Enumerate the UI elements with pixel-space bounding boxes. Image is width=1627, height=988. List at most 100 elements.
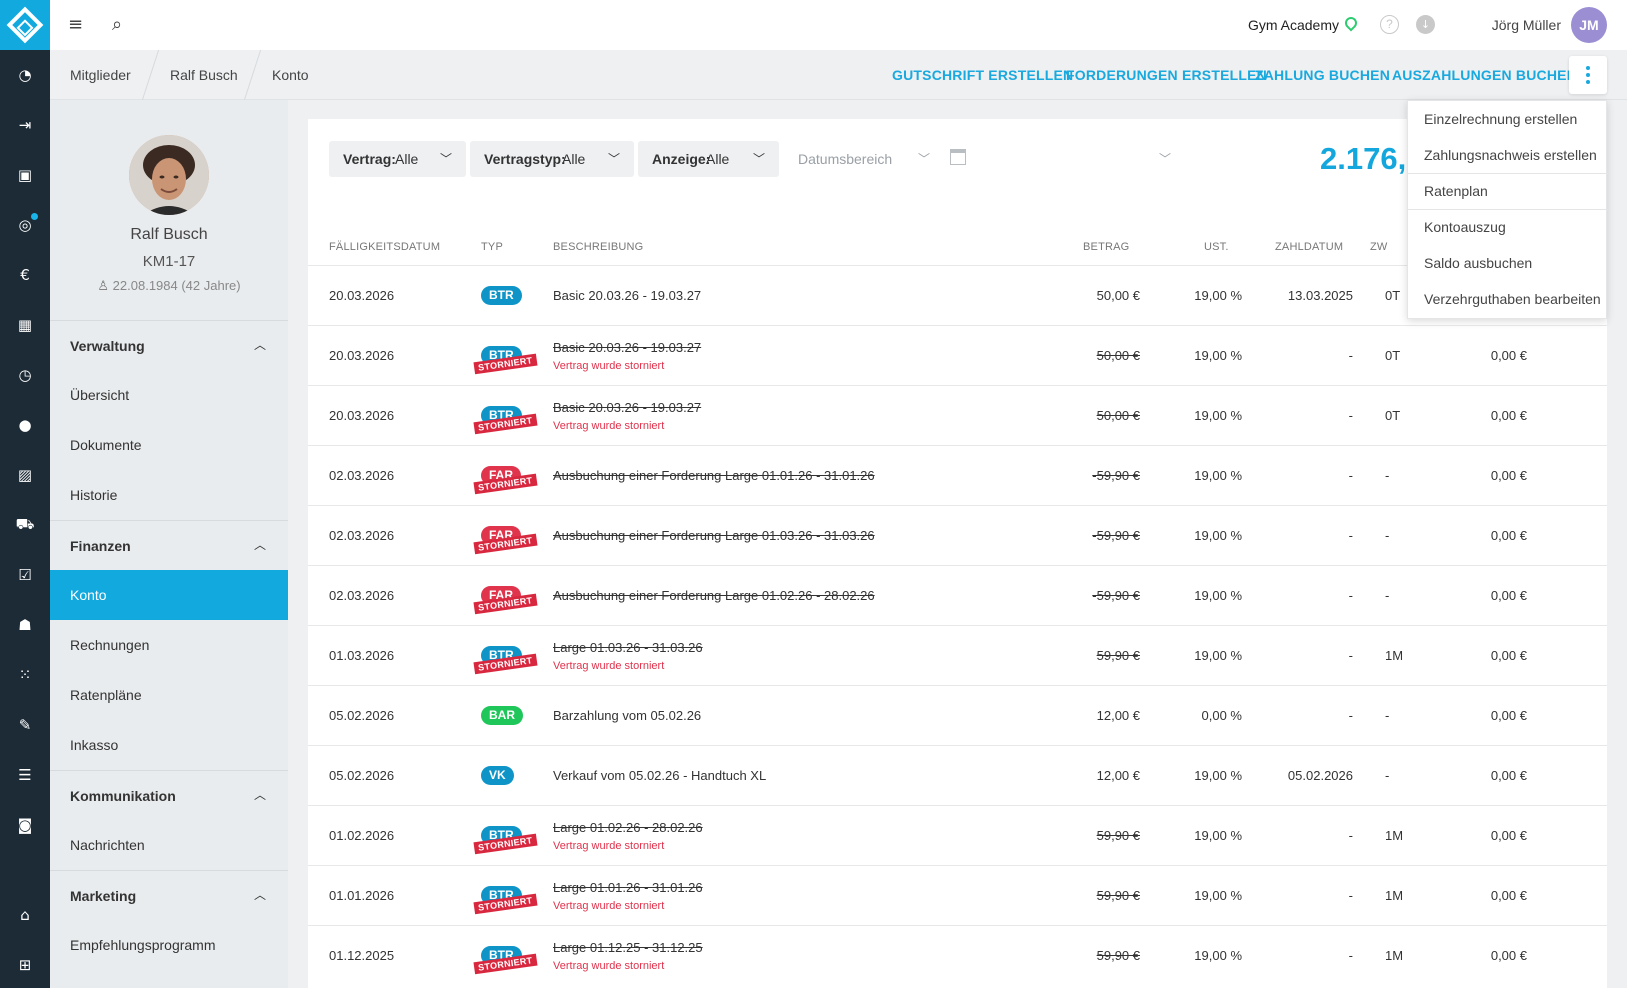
menu-divider (1408, 173, 1608, 174)
table-row[interactable]: 01.01.2026 BTR STORNIERT Large 01.01.26 - 3… (308, 865, 1607, 925)
keypad-icon[interactable]: ⁙ (18, 666, 32, 684)
settings-sliders-icon[interactable]: ☰ (18, 766, 32, 784)
cell-open-amount: 0,00 € (1490, 648, 1527, 663)
store-icon[interactable]: ⌂ (20, 906, 30, 924)
marketing-icon[interactable]: ◎ (15, 213, 38, 235)
date-range-input[interactable]: Datumsbereich (798, 151, 893, 167)
chevron-up-icon[interactable]: ︿ (253, 538, 266, 552)
app-logo[interactable] (0, 0, 50, 50)
member-birthdate-text: 22.08.1984 (42 Jahre) (112, 278, 241, 293)
cell-pay-date: 13.03.2025 (1287, 288, 1353, 303)
create-credit-button[interactable]: GUTSCHRIFT ERSTELLEN (892, 67, 1074, 83)
menu-item-ratenplan[interactable]: Ratenplan (1424, 183, 1488, 199)
chevron-up-icon[interactable]: ︿ (253, 788, 266, 802)
calendar-icon[interactable]: ▦ (17, 316, 33, 334)
notification-dot (31, 213, 38, 220)
menu-item-zahlungsnachweis[interactable]: Zahlungsnachweis erstellen (1424, 147, 1597, 163)
more-options-button[interactable] (1569, 56, 1607, 94)
section-marketing[interactable]: Marketing ︿ (50, 870, 288, 920)
sidebar-item-label: Historie (70, 487, 118, 503)
col-header-desc[interactable]: BESCHREIBUNG (553, 241, 644, 253)
breadcrumb-member[interactable]: Ralf Busch (170, 67, 238, 83)
col-header-paydate[interactable]: ZAHLDATUM (1275, 241, 1344, 253)
filter-anzeige[interactable]: Anzeige: Alle ﹀ (638, 141, 779, 177)
cell-vat: 19,00 % (1194, 768, 1242, 783)
cell-pay-date: - (1348, 948, 1353, 963)
tasks-icon[interactable]: ☑ (18, 566, 32, 584)
cell-amount: 59,90 € (1096, 828, 1140, 843)
table-row[interactable]: 02.03.2026 FAR STORNIERT Ausbuchung einer F… (308, 505, 1607, 565)
chat-icon[interactable]: ● (18, 416, 32, 434)
section-kommunikation[interactable]: Kommunikation ︿ (50, 770, 288, 820)
dashboard-icon[interactable]: ◔ (18, 66, 32, 84)
section-finanzen[interactable]: Finanzen ︿ (50, 520, 288, 570)
filter-label: Anzeige: (652, 151, 711, 167)
user-avatar[interactable]: JM (1571, 7, 1607, 43)
chevron-down-icon[interactable]: ﹀ (1159, 152, 1172, 166)
table-row[interactable]: 20.03.2026 BTR STORNIERT Basic 20.03.26 - 1… (308, 385, 1607, 445)
cell-description: Basic 20.03.26 - 19.03.27 (553, 288, 702, 303)
members-icon[interactable]: ▣ (17, 166, 33, 184)
menu-item-einzelrechnung[interactable]: Einzelrechnung erstellen (1424, 111, 1578, 127)
col-header-zw[interactable]: ZW (1370, 241, 1388, 253)
checkin-icon[interactable]: ⇥ (18, 116, 32, 134)
col-header-vat[interactable]: UST. (1204, 241, 1229, 253)
finance-icon[interactable]: € (20, 266, 30, 284)
table-row[interactable]: 02.03.2026 FAR STORNIERT Ausbuchung einer F… (308, 445, 1607, 505)
table-row[interactable]: 01.12.2025 BTR STORNIERT Large 01.12.25 - 3… (308, 925, 1607, 985)
sidebar-item-nachrichten[interactable]: Nachrichten (50, 820, 288, 870)
support-icon[interactable]: ◙ (17, 816, 33, 834)
chevron-down-icon[interactable]: ﹀ (918, 152, 931, 166)
table-row[interactable]: 02.03.2026 FAR STORNIERT Ausbuchung einer F… (308, 565, 1607, 625)
download-icon[interactable]: ↓ (1416, 15, 1435, 34)
cell-pay-date: - (1348, 648, 1353, 663)
cart-icon[interactable]: ⛟ (15, 515, 35, 533)
image-icon[interactable]: ▨ (17, 466, 33, 484)
table-row[interactable]: 20.03.2026 BTR STORNIERT Basic 20.03.26 - 1… (308, 325, 1607, 385)
sidebar-item-konto[interactable]: Konto (50, 570, 288, 620)
cell-open-amount: 0,00 € (1490, 528, 1527, 543)
sidebar-item-ratenplaene[interactable]: Ratenpläne (50, 670, 288, 720)
hamburger-menu-icon[interactable]: ≡ (68, 14, 84, 35)
search-icon[interactable]: ⌕ (112, 14, 123, 35)
table-row[interactable]: 20.03.2026 BTR Basic 20.03.26 - 19.03.27 50… (308, 265, 1607, 325)
table-row[interactable]: 05.02.2026 BAR Barzahlung vom 05.02.26 12,0… (308, 685, 1607, 745)
col-header-date[interactable]: FÄLLIGKEITSDATUM (329, 241, 441, 253)
col-header-amount[interactable]: BETRAG (1083, 241, 1130, 253)
sidebar-item-inkasso[interactable]: Inkasso (50, 720, 288, 770)
timer-icon[interactable]: ◷ (18, 366, 32, 384)
section-verwaltung[interactable]: Verwaltung ︿ (50, 320, 288, 370)
apps-grid-icon[interactable]: ⊞ (18, 956, 32, 974)
chevron-up-icon[interactable]: ︿ (253, 888, 266, 902)
tools-icon[interactable]: ✎ (18, 716, 32, 734)
sidebar-item-rechnungen[interactable]: Rechnungen (50, 620, 288, 670)
sidebar-item-dokumente[interactable]: Dokumente (50, 420, 288, 470)
menu-item-kontoauszug[interactable]: Kontoauszug (1424, 219, 1506, 235)
cell-pay-date: - (1348, 588, 1353, 603)
col-header-type[interactable]: TYP (481, 241, 503, 253)
book-payouts-button[interactable]: AUSZAHLUNGEN BUCHEN (1392, 67, 1578, 83)
sidebar-item-historie[interactable]: Historie (50, 470, 288, 520)
cell-amount: -59,90 € (1092, 468, 1140, 483)
chevron-up-icon[interactable]: ︿ (253, 338, 266, 352)
menu-item-verzehrguthaben[interactable]: Verzehrguthaben bearbeiten (1424, 291, 1601, 307)
help-icon[interactable]: ? (1380, 15, 1399, 34)
create-claims-button[interactable]: FORDERUNGEN ERSTELLEN (1066, 67, 1267, 83)
filter-vertrag[interactable]: Vertrag: Alle ﹀ (329, 141, 466, 177)
filter-vertragstyp[interactable]: Vertragstyp: Alle ﹀ (470, 141, 634, 177)
studio-name[interactable]: Gym Academy (1247, 17, 1339, 33)
table-row[interactable]: 01.02.2026 BTR STORNIERT Large 01.02.26 - 2… (308, 805, 1607, 865)
sidebar-item-uebersicht[interactable]: Übersicht (50, 370, 288, 420)
sidebar-item-empfehlungsprogramm[interactable]: Empfehlungsprogramm (50, 920, 288, 970)
book-payment-button[interactable]: ZAHLUNG BUCHEN (1255, 67, 1391, 83)
user-name[interactable]: Jörg Müller (1491, 17, 1561, 33)
menu-item-saldo-ausbuchen[interactable]: Saldo ausbuchen (1424, 255, 1533, 271)
table-row[interactable]: 05.02.2026 VK Verkauf vom 05.02.26 - Handt… (308, 745, 1607, 805)
cell-cancel-note: Vertrag wurde storniert (553, 660, 665, 672)
breadcrumb-mitglieder[interactable]: Mitglieder (70, 67, 131, 83)
group-icon[interactable]: ☗ (18, 616, 32, 634)
calendar-icon[interactable] (950, 149, 966, 165)
cell-pay-date: - (1348, 888, 1353, 903)
table-row[interactable]: 01.03.2026 BTR STORNIERT Large 01.03.26 - 3… (308, 625, 1607, 685)
sidebar-item-label: Dokumente (70, 437, 142, 453)
